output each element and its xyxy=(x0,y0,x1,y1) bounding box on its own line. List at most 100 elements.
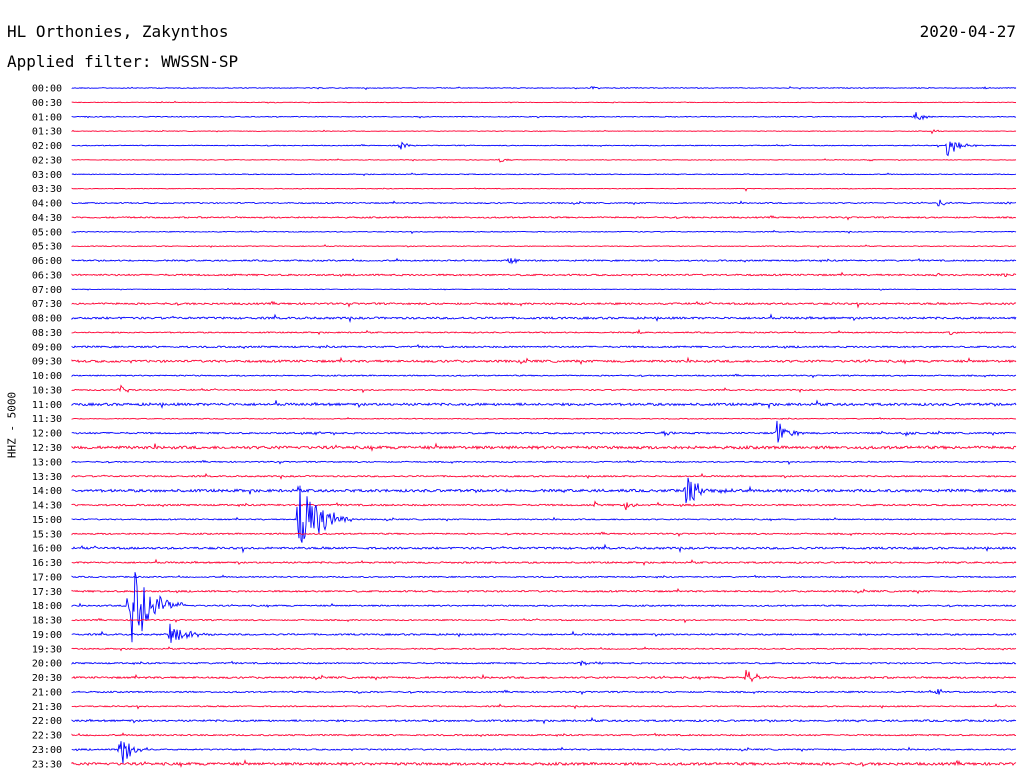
time-tick-label: 06:30 xyxy=(32,270,62,281)
date-label: 2020-04-27 xyxy=(919,22,1016,41)
trace-row-1330 xyxy=(71,472,1017,480)
time-tick-label: 03:30 xyxy=(32,184,62,195)
trace-row-0930 xyxy=(71,356,1017,365)
time-tick-label: 10:00 xyxy=(32,371,62,382)
trace-row-1700 xyxy=(71,574,1017,579)
time-tick-label: 15:30 xyxy=(32,529,62,540)
time-tick-label: 08:00 xyxy=(32,314,62,325)
time-tick-label: 16:00 xyxy=(32,544,62,555)
trace-row-1100 xyxy=(71,399,1017,410)
trace-row-0530 xyxy=(71,244,1017,249)
trace-row-2100 xyxy=(71,688,1017,696)
trace-row-0600 xyxy=(71,257,1017,265)
time-tick-label: 05:00 xyxy=(32,227,62,238)
trace-row-2000 xyxy=(71,660,1017,666)
trace-row-0700 xyxy=(71,287,1017,291)
trace-row-1400 xyxy=(71,477,1017,504)
trace-row-0800 xyxy=(71,313,1017,323)
trace-row-1930 xyxy=(71,646,1017,652)
time-tick-label: 01:00 xyxy=(32,112,62,123)
time-tick-label: 11:30 xyxy=(32,414,62,425)
time-tick-label: 20:00 xyxy=(32,659,62,670)
time-tick-label: 10:30 xyxy=(32,385,62,396)
time-tick-label: 13:00 xyxy=(32,457,62,468)
time-tick-label: 21:00 xyxy=(32,687,62,698)
station-title: HL Orthonies, Zakynthos xyxy=(7,22,229,41)
trace-row-0230 xyxy=(71,158,1017,163)
time-tick-label: 12:00 xyxy=(32,429,62,440)
time-tick-label: 12:30 xyxy=(32,443,62,454)
time-tick-label: 20:30 xyxy=(32,673,62,684)
time-tick-label: 18:30 xyxy=(32,616,62,627)
trace-row-1900 xyxy=(71,623,1017,643)
trace-row-0200 xyxy=(71,141,1017,157)
time-tick-label: 17:30 xyxy=(32,587,62,598)
trace-row-0730 xyxy=(71,300,1017,309)
time-tick-label: 21:30 xyxy=(32,702,62,713)
trace-row-1630 xyxy=(71,558,1017,566)
time-tick-label: 17:00 xyxy=(32,572,62,583)
trace-row-1500 xyxy=(71,485,1017,543)
time-tick-label: 22:00 xyxy=(32,716,62,727)
time-tick-label: 09:30 xyxy=(32,357,62,368)
time-tick-label: 14:00 xyxy=(32,486,62,497)
trace-row-1130 xyxy=(71,416,1017,421)
trace-row-0430 xyxy=(71,215,1017,221)
trace-row-0400 xyxy=(71,199,1017,207)
trace-row-1030 xyxy=(71,384,1017,394)
time-tick-label: 14:30 xyxy=(32,501,62,512)
trace-row-1200 xyxy=(71,420,1017,443)
trace-row-1730 xyxy=(71,588,1017,595)
trace-row-1300 xyxy=(71,459,1017,466)
trace-row-0330 xyxy=(71,187,1017,192)
time-tick-label: 08:30 xyxy=(32,328,62,339)
time-tick-label: 05:30 xyxy=(32,242,62,253)
time-tick-label: 00:00 xyxy=(32,84,62,95)
time-tick-label: 06:00 xyxy=(32,256,62,267)
trace-row-0300 xyxy=(71,172,1017,177)
time-tick-label: 07:00 xyxy=(32,285,62,296)
trace-row-2200 xyxy=(71,716,1017,725)
trace-row-1530 xyxy=(71,531,1017,538)
trace-row-2130 xyxy=(71,703,1017,710)
time-tick-label: 15:00 xyxy=(32,515,62,526)
time-tick-label: 22:30 xyxy=(32,731,62,742)
time-tick-label: 23:00 xyxy=(32,745,62,756)
trace-row-1000 xyxy=(71,373,1017,379)
trace-row-0030 xyxy=(71,100,1017,104)
time-tick-label: 19:00 xyxy=(32,630,62,641)
trace-row-2030 xyxy=(71,669,1017,683)
filter-label: Applied filter: WWSSN-SP xyxy=(7,52,239,71)
time-tick-label: 03:00 xyxy=(32,170,62,181)
time-tick-label: 16:30 xyxy=(32,558,62,569)
time-tick-label: 18:00 xyxy=(32,601,62,612)
trace-row-1230 xyxy=(71,442,1017,452)
time-tick-label: 02:30 xyxy=(32,155,62,166)
time-tick-label: 04:30 xyxy=(32,213,62,224)
time-tick-label: 01:30 xyxy=(32,127,62,138)
trace-row-2230 xyxy=(71,732,1017,738)
time-tick-label: 02:00 xyxy=(32,141,62,152)
trace-row-0900 xyxy=(71,343,1017,350)
time-tick-label: 07:30 xyxy=(32,299,62,310)
trace-row-1430 xyxy=(71,500,1017,511)
trace-row-0630 xyxy=(71,271,1017,277)
trace-row-2300 xyxy=(71,741,1017,764)
trace-row-0000 xyxy=(71,85,1017,91)
trace-row-0500 xyxy=(71,229,1017,235)
time-tick-label: 23:30 xyxy=(32,759,62,770)
time-tick-label: 13:30 xyxy=(32,472,62,483)
time-tick-label: 04:00 xyxy=(32,199,62,210)
time-tick-label: 00:30 xyxy=(32,98,62,109)
trace-row-1830 xyxy=(71,618,1017,624)
trace-row-2330 xyxy=(71,759,1017,768)
trace-row-0130 xyxy=(71,129,1017,135)
trace-row-1800 xyxy=(71,572,1017,643)
trace-row-0830 xyxy=(71,328,1017,336)
trace-row-1600 xyxy=(71,543,1017,554)
time-tick-label: 09:00 xyxy=(32,342,62,353)
time-tick-label: 19:30 xyxy=(32,644,62,655)
time-tick-label: 11:00 xyxy=(32,400,62,411)
trace-row-0100 xyxy=(71,112,1017,121)
